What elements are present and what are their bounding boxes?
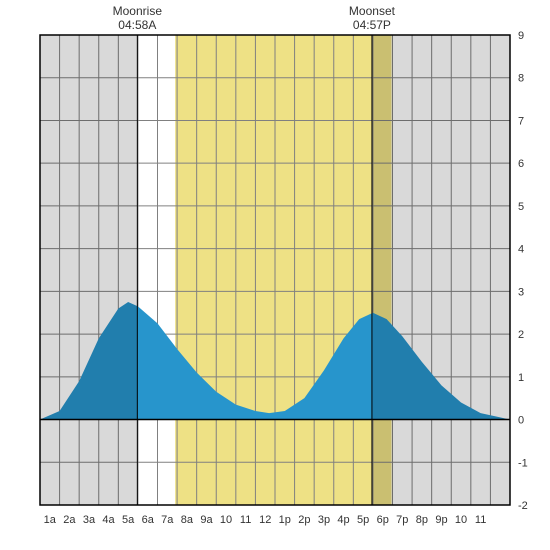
x-tick-label: 1p — [279, 514, 291, 526]
x-tick-label: 11 — [240, 514, 251, 526]
y-tick-label: 9 — [518, 30, 524, 42]
annotation-label: Moonrise — [113, 4, 163, 18]
x-tick-label: 9p — [435, 514, 447, 526]
x-tick-label: 3a — [83, 514, 96, 526]
x-tick-label: 2a — [63, 514, 76, 526]
y-tick-label: 5 — [518, 201, 524, 213]
x-tick-label: 10 — [455, 514, 467, 526]
x-tick-label: 9a — [200, 514, 213, 526]
x-tick-label: 5p — [357, 514, 369, 526]
x-tick-label: 1a — [44, 514, 57, 526]
x-tick-label: 4p — [337, 514, 349, 526]
x-tick-label: 2p — [298, 514, 310, 526]
tide-chart: Moonrise04:58A Moonset04:57P 1a 2a 3a 4a 5a 6a 7… — [0, 0, 550, 550]
x-tick-label: 11 — [475, 514, 486, 526]
annotation-time: 04:57P — [353, 18, 391, 32]
y-tick-label: -1 — [518, 457, 528, 469]
y-tick-label: -2 — [518, 500, 528, 512]
y-tick-label: 0 — [518, 415, 524, 427]
x-tick-label: 3p — [318, 514, 330, 526]
x-tick-label: 6p — [377, 514, 389, 526]
x-tick-label: 4a — [102, 514, 115, 526]
y-tick-label: 7 — [518, 115, 524, 127]
x-tick-label: 5a — [122, 514, 135, 526]
y-tick-label: 2 — [518, 329, 524, 341]
x-tick-label: 7a — [161, 514, 174, 526]
x-tick-label: 10 — [220, 514, 232, 526]
y-tick-label: 8 — [518, 73, 524, 85]
y-tick-label: 3 — [518, 286, 524, 298]
x-tick-label: 12 — [259, 514, 271, 526]
x-tick-label: 7p — [396, 514, 408, 526]
y-tick-label: 1 — [518, 372, 524, 384]
y-tick-label: 6 — [518, 158, 524, 170]
x-tick-label: 8a — [181, 514, 194, 526]
chart-svg: Moonrise04:58A Moonset04:57P 1a 2a 3a 4a 5a 6a 7… — [0, 0, 550, 550]
x-tick-label: 6a — [142, 514, 155, 526]
x-tick-label: 8p — [416, 514, 428, 526]
y-tick-label: 4 — [518, 244, 524, 256]
annotation-time: 04:58A — [118, 18, 156, 32]
annotation-label: Moonset — [349, 4, 396, 18]
